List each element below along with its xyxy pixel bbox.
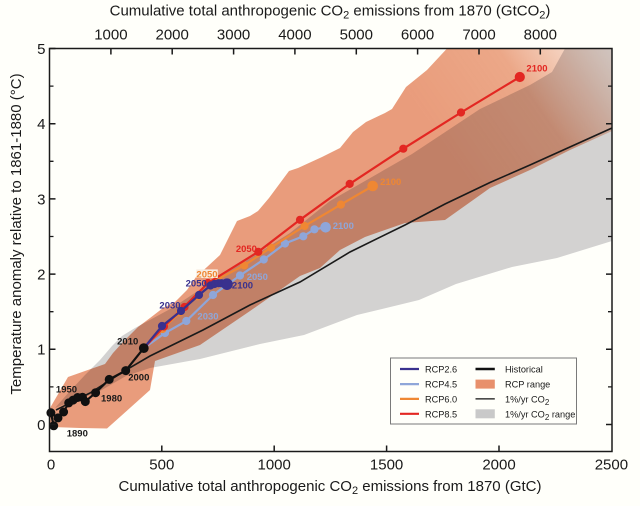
svg-text:RCP4.5: RCP4.5 (425, 380, 457, 390)
svg-text:2100: 2100 (526, 64, 547, 75)
svg-text:2050: 2050 (196, 269, 217, 280)
svg-text:7000: 7000 (462, 27, 495, 44)
svg-text:1000: 1000 (258, 457, 291, 474)
svg-text:2: 2 (37, 267, 45, 284)
svg-text:6000: 6000 (401, 27, 434, 44)
svg-text:3000: 3000 (217, 27, 250, 44)
svg-text:0: 0 (37, 417, 45, 434)
svg-text:2000: 2000 (482, 457, 515, 474)
svg-text:2030: 2030 (159, 301, 180, 312)
svg-text:RCP range: RCP range (505, 380, 550, 390)
svg-text:2050: 2050 (247, 272, 268, 283)
svg-text:RCP8.5: RCP8.5 (425, 409, 457, 419)
svg-text:0: 0 (47, 457, 55, 474)
svg-text:8000: 8000 (524, 27, 557, 44)
svg-text:2050: 2050 (236, 244, 257, 255)
svg-text:1980: 1980 (101, 394, 122, 405)
svg-text:1%/yr CO2 range: 1%/yr CO2 range (505, 409, 575, 422)
svg-text:5000: 5000 (340, 27, 373, 44)
svg-text:2050: 2050 (186, 278, 207, 289)
svg-text:Historical: Historical (505, 365, 543, 375)
svg-text:4: 4 (37, 116, 45, 133)
svg-text:2100: 2100 (380, 177, 401, 188)
svg-text:3: 3 (37, 191, 45, 208)
svg-text:2000: 2000 (156, 27, 189, 44)
svg-text:1890: 1890 (67, 429, 88, 440)
svg-text:1000: 1000 (94, 27, 127, 44)
svg-text:Temperature anomaly relative t: Temperature anomaly relative to 1861-188… (8, 73, 25, 394)
svg-text:2000: 2000 (128, 373, 149, 384)
svg-text:2100: 2100 (232, 280, 253, 291)
svg-text:2030: 2030 (197, 312, 218, 323)
svg-text:RCP2.6: RCP2.6 (425, 365, 457, 375)
svg-text:2500: 2500 (595, 457, 628, 474)
svg-text:RCP6.0: RCP6.0 (425, 394, 457, 404)
svg-text:1950: 1950 (56, 384, 77, 395)
svg-text:5: 5 (37, 41, 45, 58)
svg-text:2010: 2010 (117, 337, 138, 348)
svg-text:1500: 1500 (370, 457, 403, 474)
svg-text:Cumulative total anthropogenic: Cumulative total anthropogenic CO2 emiss… (119, 478, 542, 497)
svg-text:2100: 2100 (333, 221, 354, 232)
svg-text:1: 1 (37, 342, 45, 359)
svg-text:500: 500 (149, 457, 174, 474)
svg-text:Cumulative total anthropogenic: Cumulative total anthropogenic CO2 emiss… (110, 3, 551, 22)
svg-text:1%/yr CO2: 1%/yr CO2 (505, 394, 550, 407)
svg-text:4000: 4000 (278, 27, 311, 44)
